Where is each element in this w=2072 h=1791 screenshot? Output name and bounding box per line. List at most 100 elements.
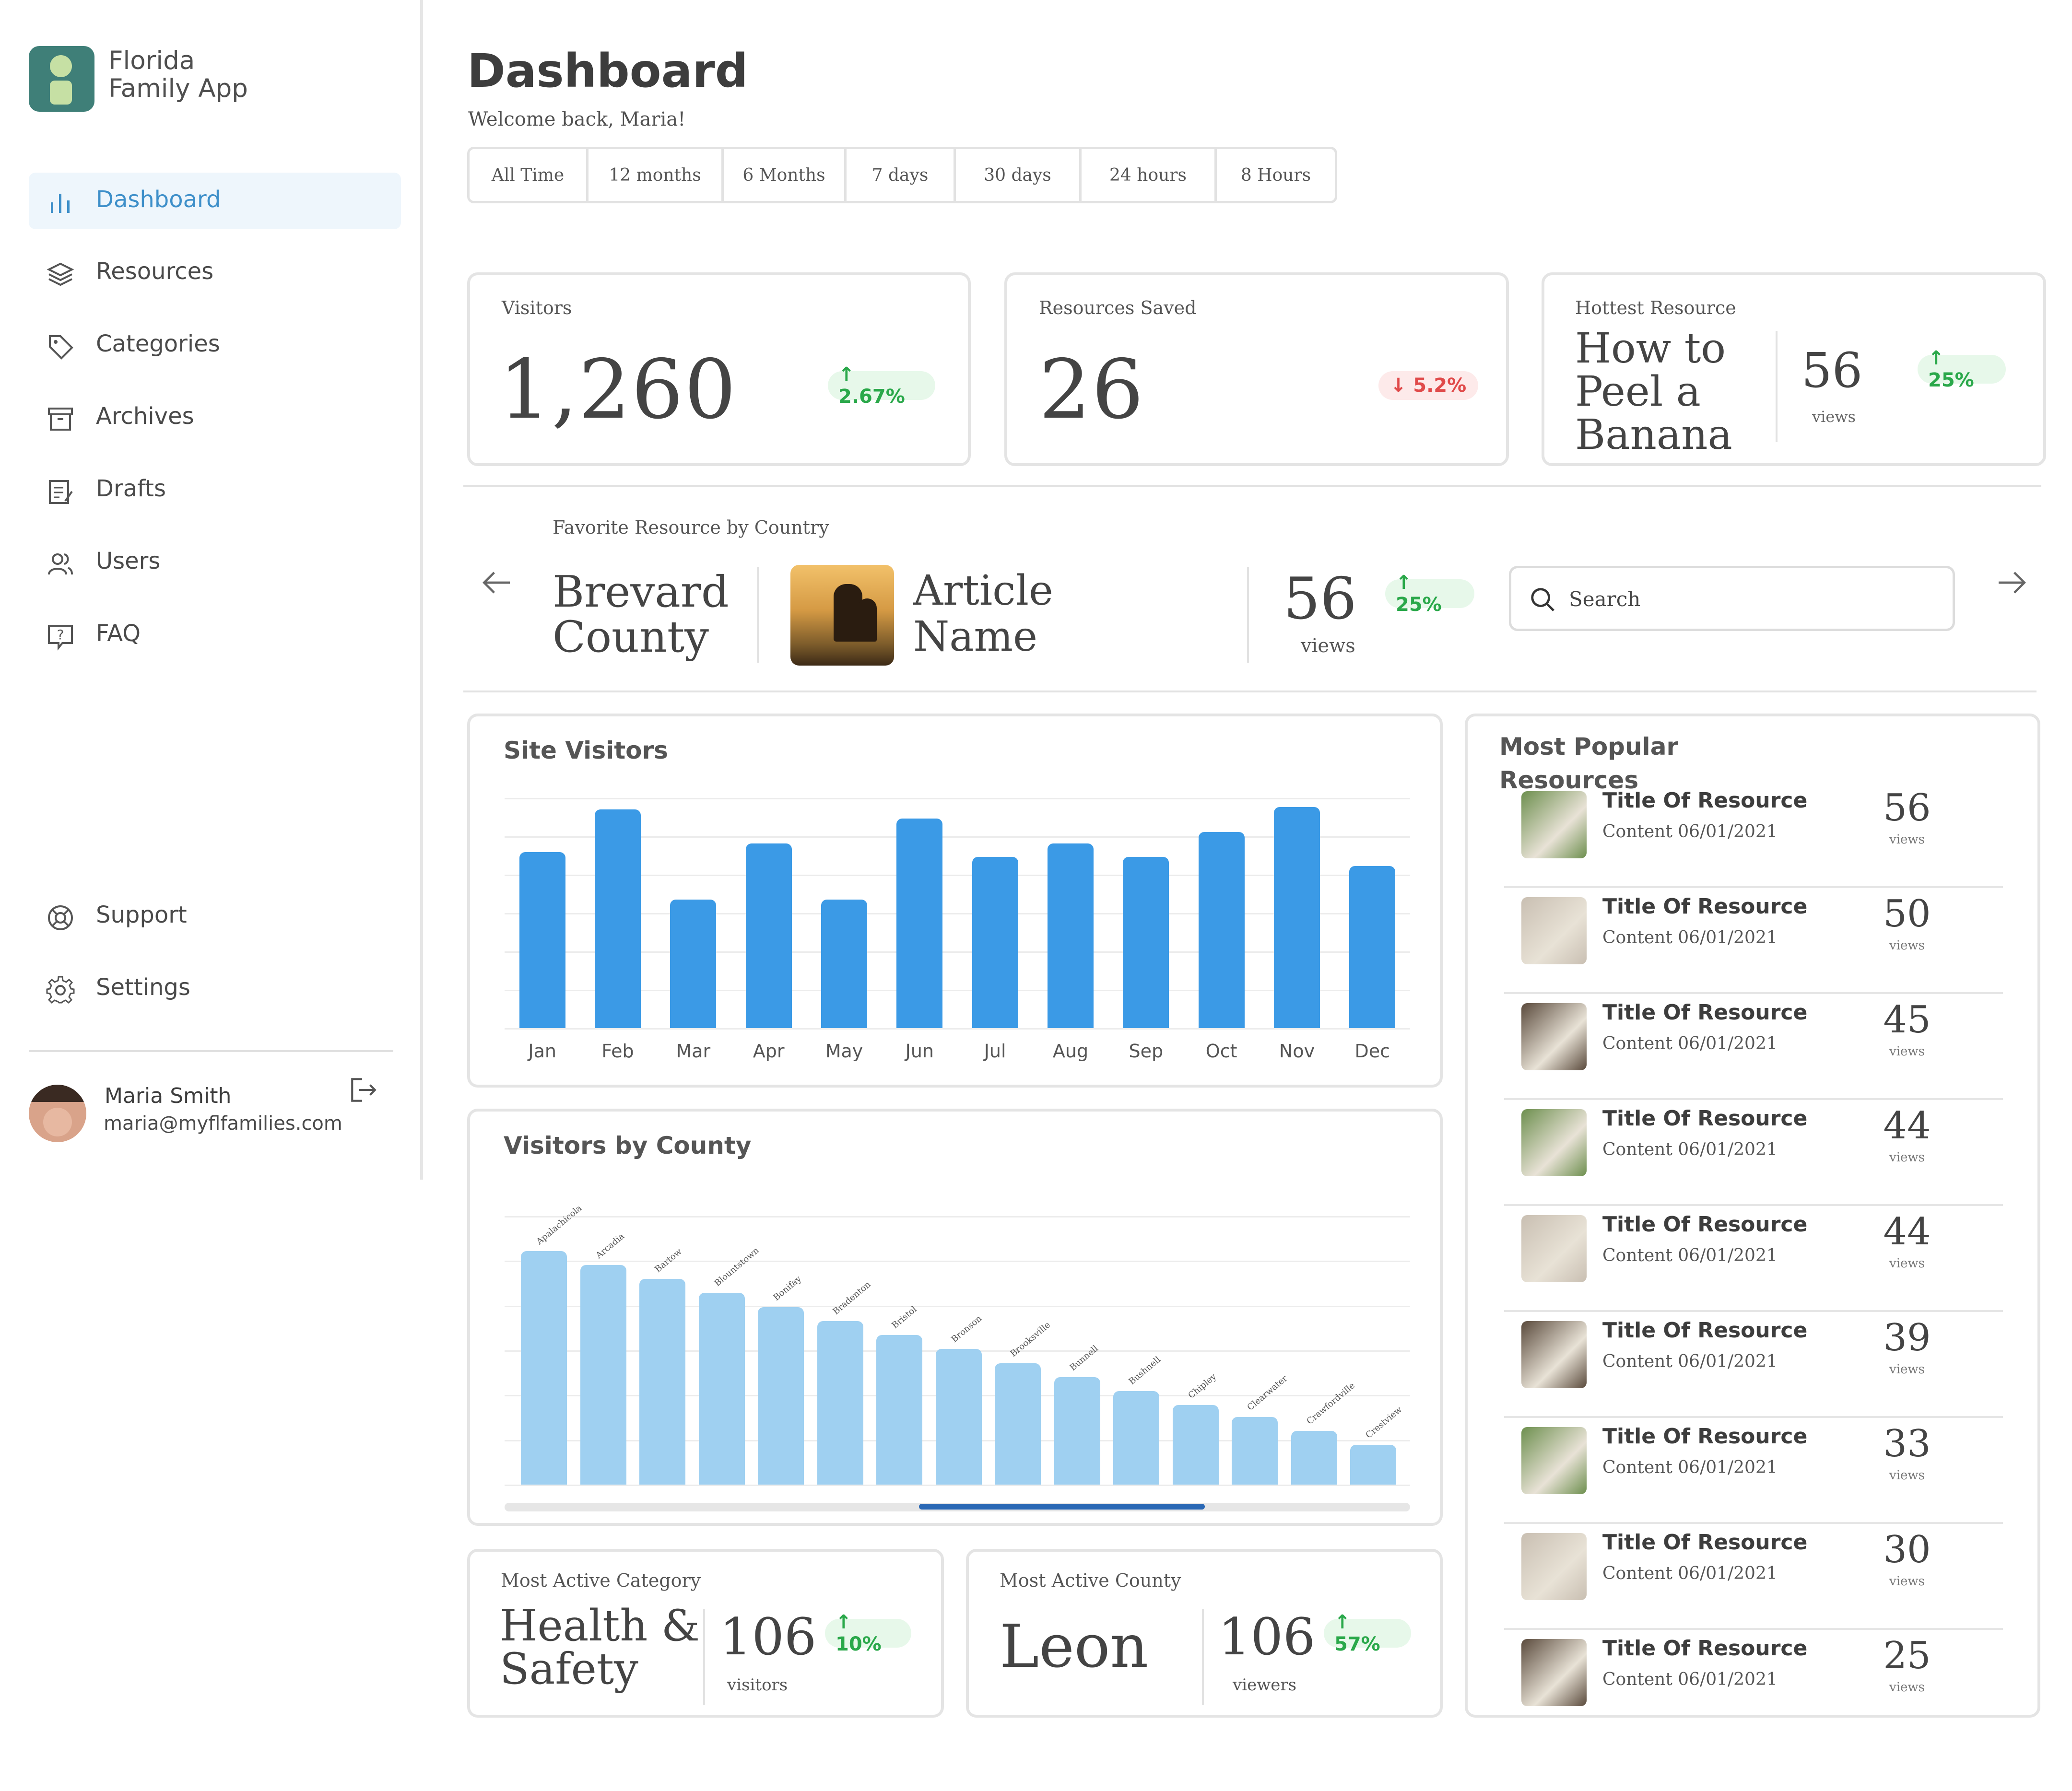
search-input[interactable]: Search: [1509, 566, 1955, 631]
sidebar-item-settings[interactable]: Settings: [29, 960, 401, 1017]
bar[interactable]: [1349, 866, 1396, 1028]
resource-views: 30: [1883, 1528, 1931, 1571]
user-name: Maria Smith: [105, 1084, 232, 1108]
bar[interactable]: [670, 900, 717, 1028]
bar[interactable]: [758, 1307, 804, 1485]
resource-thumbnail: [1521, 1003, 1587, 1070]
x-tick-label: Jan: [528, 1041, 556, 1062]
bar[interactable]: [876, 1335, 922, 1485]
sidebar-item-resources[interactable]: Resources: [29, 245, 401, 301]
resource-thumbnail: [1521, 1109, 1587, 1176]
county-unit: viewers: [1233, 1675, 1297, 1695]
sidebar-item-label: Dashboard: [96, 186, 221, 213]
bar[interactable]: [1232, 1416, 1278, 1485]
bar[interactable]: [519, 852, 565, 1028]
grid-line: [505, 1216, 1410, 1217]
logout-icon[interactable]: [348, 1075, 378, 1105]
app-logo[interactable]: [29, 46, 94, 112]
range-12-months[interactable]: 12 months: [589, 149, 724, 201]
bar[interactable]: [698, 1293, 745, 1485]
sidebar-item-faq[interactable]: ? FAQ: [29, 607, 401, 663]
sidebar-item-dashboard[interactable]: Dashboard: [29, 173, 401, 229]
resource-thumbnail: [1521, 1321, 1587, 1388]
bar[interactable]: [1113, 1391, 1159, 1485]
range-24-hours[interactable]: 24 hours: [1082, 149, 1217, 201]
list-item[interactable]: Title Of Resource Content 06/01/2021 44 vie…: [1504, 1206, 2003, 1312]
sidebar-item-archives[interactable]: Archives: [29, 389, 401, 446]
list-divider: [1504, 1522, 2003, 1524]
list-divider: [1504, 992, 2003, 994]
visitors-by-county-card: Visitors by County Apalachicola Arcadia Ba…: [467, 1109, 1443, 1526]
resource-views: 50: [1883, 892, 1931, 936]
bar[interactable]: [817, 1321, 863, 1485]
list-item[interactable]: Title Of Resource Content 06/01/2021 50 vie…: [1504, 888, 2003, 994]
arrow-right-icon[interactable]: [1995, 566, 2029, 599]
x-tick-label: Nov: [1279, 1041, 1315, 1062]
list-item[interactable]: Title Of Resource Content 06/01/2021 56 vie…: [1504, 782, 2003, 888]
sidebar-item-categories[interactable]: Categories: [29, 317, 401, 374]
bar[interactable]: [580, 1264, 626, 1485]
resource-title: Title Of Resource: [1602, 788, 1808, 813]
category-line: Health &: [500, 1601, 700, 1651]
list-item[interactable]: Title Of Resource Content 06/01/2021 44 vie…: [1504, 1100, 2003, 1206]
grid-line: [505, 1261, 1410, 1263]
grid-line: [505, 1485, 1410, 1486]
list-item[interactable]: Title Of Resource Content 06/01/2021 30 vie…: [1504, 1523, 2003, 1630]
horizontal-scrollbar[interactable]: [505, 1503, 1410, 1511]
list-item[interactable]: Title Of Resource Content 06/01/2021 33 vie…: [1504, 1417, 2003, 1524]
bar[interactable]: [995, 1363, 1041, 1485]
article-thumbnail[interactable]: [790, 565, 894, 666]
bar[interactable]: [1054, 1377, 1100, 1485]
bar[interactable]: [745, 843, 792, 1028]
resource-title: Title Of Resource: [1602, 1424, 1808, 1449]
chart-title: Site Visitors: [504, 737, 668, 764]
views-unit: views: [1889, 832, 1925, 847]
bar[interactable]: [1172, 1405, 1219, 1485]
range-7-days[interactable]: 7 days: [847, 149, 956, 201]
sidebar-item-label: Users: [96, 548, 161, 574]
article-name[interactable]: Article Name: [913, 568, 1053, 660]
list-divider: [1504, 1310, 2003, 1312]
visitors-by-county-plot: Apalachicola Arcadia Bartow Blountstown Boni…: [505, 1203, 1410, 1486]
bar[interactable]: [1291, 1430, 1337, 1485]
favorite-label: Favorite Resource by Country: [553, 517, 829, 538]
sidebar-item-label: Categories: [96, 330, 220, 357]
range-6-months[interactable]: 6 Months: [724, 149, 847, 201]
app-name-line1: Florida: [108, 46, 195, 75]
bar[interactable]: [521, 1251, 567, 1485]
bar[interactable]: [1048, 843, 1094, 1028]
bar[interactable]: [639, 1279, 685, 1485]
list-item[interactable]: Title Of Resource Content 06/01/2021 45 vie…: [1504, 994, 2003, 1100]
bar[interactable]: [595, 809, 641, 1028]
arrow-left-icon[interactable]: [480, 566, 513, 599]
visitors-card: Visitors 1,260 ↑ 2.67%: [467, 272, 971, 466]
layers-icon: [47, 262, 74, 286]
range-30-days[interactable]: 30 days: [956, 149, 1082, 201]
change-badge: ↑ 57%: [1324, 1611, 1411, 1655]
bar[interactable]: [935, 1349, 982, 1485]
bar[interactable]: [972, 856, 1018, 1028]
range-8-hours[interactable]: 8 Hours: [1240, 165, 1311, 185]
list-item[interactable]: Title Of Resource Content 06/01/2021 39 vie…: [1504, 1311, 2003, 1418]
resource-meta: Content 06/01/2021: [1602, 1458, 1778, 1477]
bar[interactable]: [896, 818, 943, 1028]
scrollbar-thumb[interactable]: [919, 1504, 1205, 1510]
range-all-time[interactable]: All Time: [470, 149, 589, 201]
bar[interactable]: [821, 900, 867, 1028]
hottest-title[interactable]: How to Peel a Banana: [1575, 327, 1732, 457]
avatar[interactable]: [29, 1085, 86, 1142]
sidebar-item-support[interactable]: Support: [29, 888, 401, 945]
x-tick-label: Jun: [905, 1041, 934, 1062]
title-line: Most Popular: [1499, 733, 1679, 761]
bar[interactable]: [1123, 856, 1169, 1028]
bar[interactable]: [1198, 832, 1245, 1028]
sidebar-item-label: Support: [96, 901, 187, 928]
user-email: maria@myflfamilies.com: [104, 1112, 342, 1135]
sidebar-item-drafts[interactable]: Drafts: [29, 462, 401, 518]
resource-meta: Content 06/01/2021: [1602, 1034, 1778, 1054]
bar[interactable]: [1274, 807, 1320, 1028]
grid-line: [505, 951, 1410, 953]
sidebar-item-users[interactable]: Users: [29, 534, 401, 591]
list-item[interactable]: Title Of Resource Content 06/01/2021 25 vie…: [1504, 1629, 2003, 1736]
bar[interactable]: [1350, 1445, 1396, 1485]
